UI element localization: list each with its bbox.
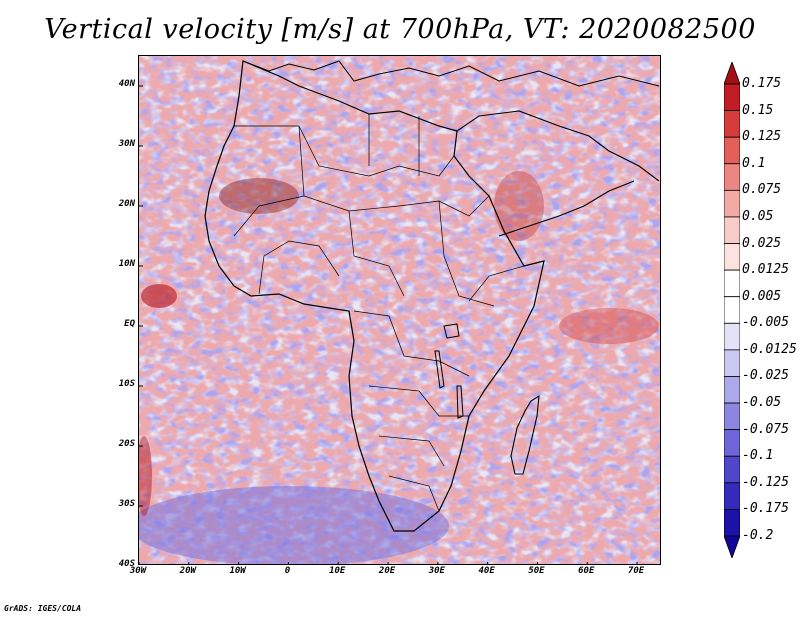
lon-tick-label: 30W — [129, 566, 147, 576]
colorbar-level-label: -0.05 — [742, 395, 782, 411]
colorbar-level-label: -0.125 — [742, 474, 789, 490]
colorbar-swatch — [724, 243, 740, 271]
europe-coastline — [242, 60, 660, 87]
atlantic-ascent-patch — [141, 284, 177, 308]
lon-tick-label: 50E — [528, 566, 545, 576]
arabia-coastline — [456, 110, 660, 237]
colorbar-level-label: 0.0125 — [742, 262, 789, 278]
colorbar-swatch — [724, 455, 740, 484]
colorbar-level-label: 0.175 — [742, 76, 782, 91]
lake-victoria — [443, 323, 460, 339]
colorbar-swatch — [724, 322, 740, 351]
colorbar-swatch — [724, 509, 740, 537]
southern-ocean-subsidence — [139, 486, 449, 564]
colorbar-level-label: 0.075 — [742, 182, 782, 198]
colorbar-level-label: -0.025 — [742, 368, 789, 384]
lon-tick-label: 20W — [179, 566, 196, 576]
colorbar-swatch — [724, 136, 740, 165]
colorbar — [724, 62, 740, 558]
lat-tick-label: 20N — [118, 199, 135, 209]
madagascar-coastline — [510, 394, 540, 475]
colorbar-level-label: -0.2 — [742, 528, 774, 543]
colorbar-level-label: -0.005 — [742, 315, 789, 331]
sahara-ascent-patch — [219, 178, 299, 214]
colorbar-swatch — [724, 402, 740, 431]
lake-malawi — [456, 385, 464, 419]
credit-text: GrADS: IGES/COLA — [4, 604, 82, 613]
lon-tick-label: 10W — [229, 566, 246, 576]
lon-tick-label: 40E — [478, 566, 495, 576]
colorbar-swatch — [724, 269, 740, 298]
country-borders — [233, 114, 525, 512]
lat-tick-label: 30N — [118, 139, 135, 149]
indian-ocean-ascent-patch — [559, 308, 659, 344]
west-edge-ascent-patch — [139, 436, 152, 516]
colorbar-level-label: 0.05 — [742, 208, 774, 224]
africa-coastline — [204, 60, 545, 532]
lake-tanganyika — [434, 350, 445, 389]
colorbar-level-label: 0.1 — [742, 155, 766, 171]
lon-tick-label: 0 — [284, 566, 291, 576]
lon-tick-label: 30E — [428, 566, 445, 576]
colorbar-level-label: -0.1 — [742, 448, 774, 464]
colorbar-level-label: 0.005 — [742, 288, 782, 304]
colorbar-swatch — [724, 349, 740, 377]
lat-tick-label: 20S — [118, 439, 135, 449]
lon-tick-label: 60E — [578, 566, 595, 576]
lat-tick-label: 30S — [118, 499, 135, 509]
colorbar-swatch — [724, 482, 740, 510]
colorbar-swatch — [724, 296, 740, 324]
lat-tick-label: 10S — [118, 379, 135, 389]
colorbar-level-label: -0.0125 — [742, 341, 797, 357]
colorbar-level-label: 0.125 — [742, 129, 782, 145]
colorbar-swatch — [724, 429, 740, 457]
colorbar-level-label: -0.175 — [742, 501, 789, 517]
lat-tick-label: EQ — [124, 319, 135, 329]
lon-tick-label: 10E — [329, 566, 346, 576]
colorbar-level-label: 0.15 — [742, 102, 774, 118]
lon-tick-label: 20E — [378, 566, 396, 576]
colorbar-swatch — [724, 163, 740, 191]
velocity-noise-field — [139, 56, 660, 564]
colorbar-swatch — [724, 216, 740, 244]
map-title: Vertical velocity [m/s] at 700hPa, VT: 2… — [44, 14, 756, 45]
colorbar-swatch — [724, 110, 740, 138]
colorbar-swatch — [724, 376, 740, 404]
colorbar-min-triangle — [724, 535, 740, 558]
velocity-field-map — [139, 56, 660, 564]
colorbar-level-label: 0.025 — [742, 235, 782, 251]
colorbar-level-label: -0.075 — [742, 421, 789, 437]
lat-tick-label: 10N — [118, 259, 135, 269]
map-panel — [138, 55, 661, 565]
lon-tick-label: 70E — [627, 566, 645, 576]
colorbar-max-triangle — [724, 62, 740, 85]
lat-tick-label: 40N — [118, 79, 135, 89]
colorbar-swatch — [724, 83, 740, 111]
lat-tick-label: 40S — [118, 559, 135, 569]
ethiopia-ascent-patch — [494, 171, 544, 241]
colorbar-swatch — [724, 189, 740, 218]
